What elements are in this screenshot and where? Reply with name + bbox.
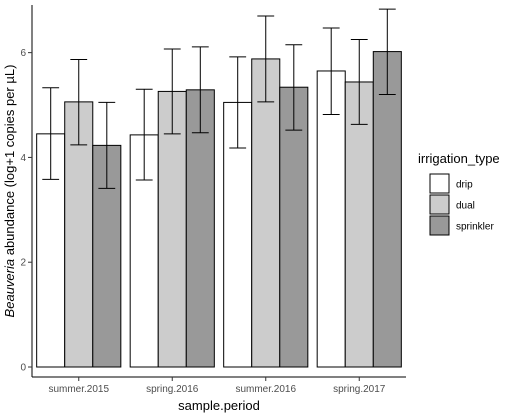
legend-key-dual <box>429 194 450 215</box>
x-ticks: summer.2015 spring.2016 summer.2016 spring.… <box>48 377 386 395</box>
legend-title: irrigation_type <box>418 151 500 166</box>
y-tick-label: 4 <box>20 153 26 164</box>
bar-sprinkler-spring.2017 <box>372 51 402 368</box>
legend-label-drip: drip <box>456 180 473 191</box>
error-bars-layer <box>42 8 396 189</box>
bar-drip-spring.2017 <box>316 70 346 368</box>
x-tick-label: spring.2016 <box>146 384 199 395</box>
x-tick-label: spring.2017 <box>333 384 386 395</box>
bar-dual-spring.2016 <box>157 90 187 368</box>
bar-dual-summer.2016 <box>251 58 281 368</box>
x-tick-label: summer.2016 <box>235 384 296 395</box>
y-axis-title-rest: abundance (log+1 copies per µL) <box>2 65 17 259</box>
y-tick-label: 2 <box>20 258 26 269</box>
legend-items: drip dual sprinkler <box>429 173 494 236</box>
y-ticks: 0 2 4 6 <box>20 48 32 374</box>
legend-label-sprinkler: sprinkler <box>456 222 494 233</box>
axes <box>31 5 406 378</box>
legend: irrigation_type drip dual sprinkler <box>418 151 500 236</box>
x-tick-label: summer.2015 <box>48 384 109 395</box>
bar-sprinkler-summer.2016 <box>279 86 309 368</box>
y-axis-title: Beauveria abundance (log+1 copies per µL… <box>2 65 17 318</box>
y-tick-label: 0 <box>20 363 26 374</box>
y-tick-label: 6 <box>20 48 26 59</box>
legend-key-drip <box>429 173 450 194</box>
x-axis-title: sample.period <box>178 398 260 413</box>
bar-sprinkler-spring.2016 <box>185 89 215 368</box>
bar-dual-spring.2017 <box>344 81 374 368</box>
legend-key-sprinkler <box>429 215 450 236</box>
y-axis-title-italic: Beauveria <box>2 259 17 318</box>
legend-label-dual: dual <box>456 201 475 212</box>
bar-drip-spring.2016 <box>129 134 159 368</box>
bars-layer <box>36 51 402 368</box>
